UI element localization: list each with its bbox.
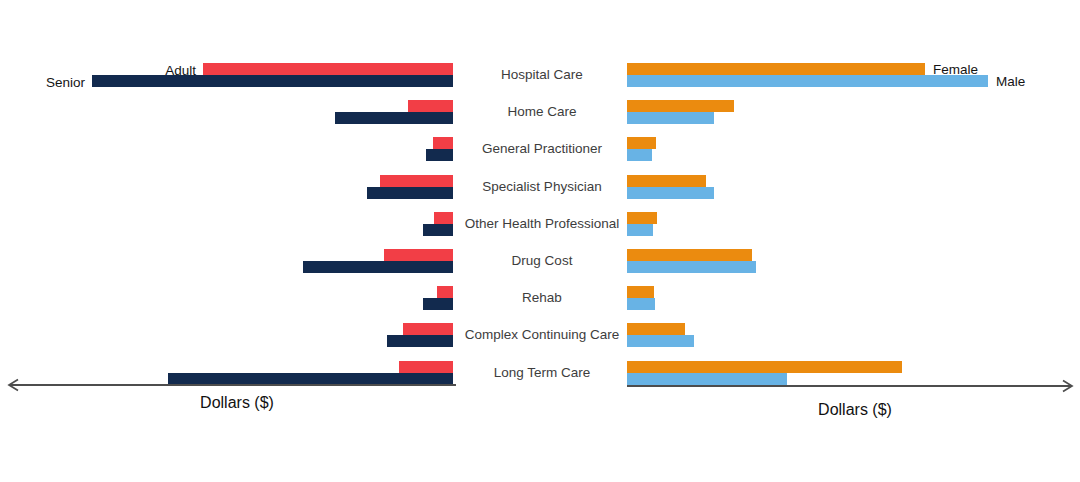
category-label-drug-cost: Drug Cost (456, 252, 628, 270)
bar-adult-specialist-physician (380, 175, 453, 187)
bar-male-general-practitioner (627, 149, 652, 161)
bar-senior-complex-continuing-care (387, 335, 453, 347)
category-label-general-practitioner: General Practitioner (456, 140, 628, 158)
bar-senior-specialist-physician (367, 187, 453, 199)
series-label-senior: Senior (46, 74, 85, 92)
bar-female-home-care (627, 100, 734, 112)
series-label-male: Male (996, 73, 1025, 91)
bar-adult-rehab (437, 286, 453, 298)
right-axis-label: Dollars ($) (770, 400, 940, 420)
bar-senior-other-health-professional (423, 224, 453, 236)
category-label-rehab: Rehab (456, 289, 628, 307)
bar-senior-general-practitioner (426, 149, 453, 161)
bar-female-specialist-physician (627, 175, 706, 187)
left-x-axis (6, 378, 458, 392)
bar-adult-long-term-care (399, 361, 453, 373)
bar-senior-rehab (423, 298, 453, 310)
bar-female-long-term-care (627, 361, 902, 373)
bar-male-specialist-physician (627, 187, 714, 199)
bar-female-drug-cost (627, 249, 752, 261)
dual-tornado-chart: Hospital Care Home Care General Practition… (0, 0, 1080, 482)
category-label-long-term-care: Long Term Care (456, 364, 628, 382)
bar-male-hospital-care (627, 75, 988, 87)
bar-male-drug-cost (627, 261, 756, 273)
category-label-specialist-physician: Specialist Physician (456, 178, 628, 196)
category-label-complex-continuing-care: Complex Continuing Care (456, 326, 628, 344)
bar-adult-complex-continuing-care (403, 323, 453, 335)
bar-adult-hospital-care (203, 63, 453, 75)
right-x-axis (625, 379, 1075, 393)
bar-male-other-health-professional (627, 224, 653, 236)
bar-adult-other-health-professional (434, 212, 453, 224)
category-label-other-health-professional: Other Health Professional (456, 215, 628, 233)
bar-adult-drug-cost (384, 249, 453, 261)
bar-adult-home-care (408, 100, 453, 112)
category-label-hospital-care: Hospital Care (456, 66, 628, 84)
bar-female-rehab (627, 286, 654, 298)
left-axis-label: Dollars ($) (152, 393, 322, 413)
bar-senior-home-care (335, 112, 453, 124)
bar-female-complex-continuing-care (627, 323, 685, 335)
bar-female-other-health-professional (627, 212, 657, 224)
bar-female-hospital-care (627, 63, 925, 75)
bar-female-general-practitioner (627, 137, 656, 149)
category-label-home-care: Home Care (456, 103, 628, 121)
bar-male-complex-continuing-care (627, 335, 694, 347)
bar-adult-general-practitioner (433, 137, 453, 149)
bar-senior-drug-cost (303, 261, 453, 273)
bar-senior-hospital-care (92, 75, 453, 87)
bar-male-rehab (627, 298, 655, 310)
bar-male-home-care (627, 112, 714, 124)
